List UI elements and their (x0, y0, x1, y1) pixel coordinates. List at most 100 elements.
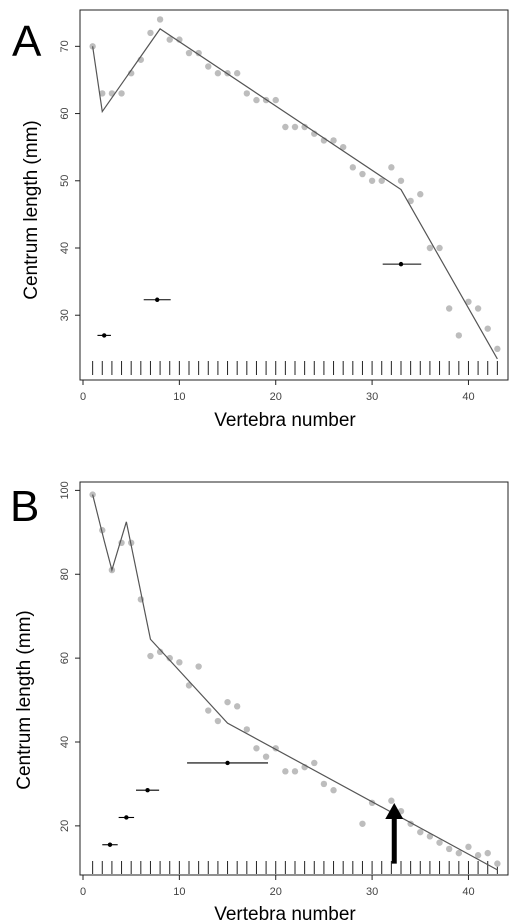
data-point (108, 90, 116, 97)
data-point (147, 652, 154, 660)
data-point (311, 759, 318, 767)
data-point (214, 70, 222, 77)
panel-label: A (12, 17, 42, 66)
data-point (320, 780, 328, 788)
data-point (494, 860, 501, 867)
data-point (233, 70, 241, 77)
x-tick-label: 40 (462, 391, 474, 403)
data-point (253, 96, 260, 104)
x-axis-title: Vertebra number (214, 904, 356, 924)
data-point (205, 63, 212, 70)
data-point (253, 745, 260, 752)
breakpoint-estimate (124, 815, 129, 820)
x-tick-label: 20 (270, 886, 282, 898)
data-point (388, 164, 395, 171)
y-tick-label: 50 (59, 175, 71, 187)
breakpoint-estimate (398, 261, 404, 267)
data-point (465, 298, 472, 305)
x-tick-label: 10 (173, 886, 185, 898)
data-point (484, 849, 491, 857)
data-point (426, 244, 434, 252)
data-point (368, 177, 376, 184)
panel-b: B Centrum length (mm) Vertebra number 20… (10, 481, 509, 924)
data-point (494, 345, 501, 353)
data-point (214, 717, 222, 725)
data-point (118, 90, 125, 97)
data-point (243, 90, 251, 97)
fitted-line (92, 28, 498, 360)
x-tick-label: 0 (80, 886, 86, 898)
data-point (445, 845, 453, 853)
data-point (349, 164, 357, 171)
data-point (291, 123, 299, 131)
data-point (445, 305, 453, 312)
data-point (185, 49, 193, 57)
y-tick-label: 70 (59, 40, 71, 52)
data-point (378, 177, 385, 184)
data-point (272, 96, 279, 104)
x-tick-label: 40 (462, 886, 474, 898)
data-point (156, 648, 164, 656)
data-point (233, 703, 241, 710)
data-point (359, 170, 366, 178)
data-point (330, 787, 337, 794)
data-point (156, 16, 164, 23)
panel-label: B (10, 482, 39, 531)
y-tick-label: 40 (59, 736, 71, 748)
y-tick-label: 80 (59, 568, 71, 580)
x-tick-label: 10 (173, 391, 185, 403)
y-axis-title: Centrum length (mm) (14, 610, 35, 790)
data-point (224, 698, 231, 706)
breakpoint-estimate (155, 297, 160, 302)
data-point (388, 797, 395, 804)
plot-frame (79, 9, 509, 381)
data-point (195, 663, 202, 670)
data-point (455, 849, 463, 857)
breakpoint-estimate (225, 760, 230, 766)
data-point (397, 177, 405, 184)
data-point (195, 49, 202, 57)
data-point (436, 839, 443, 846)
plot-frame (79, 481, 509, 876)
x-tick-label: 0 (80, 391, 86, 403)
y-tick-label: 60 (59, 107, 71, 119)
arrow-head (385, 803, 404, 819)
data-point (339, 143, 347, 151)
breakpoint-estimate (145, 788, 150, 793)
data-point (166, 36, 173, 43)
data-point (243, 726, 251, 733)
fitted-line (92, 494, 498, 871)
data-point (291, 768, 299, 775)
data-point (359, 820, 366, 827)
data-point (205, 707, 212, 714)
breakpoint-estimate (107, 842, 113, 847)
data-point (282, 123, 289, 131)
data-point (484, 325, 491, 332)
x-tick-label: 30 (366, 886, 378, 898)
y-tick-label: 20 (59, 820, 71, 832)
x-tick-label: 20 (270, 391, 282, 403)
y-tick-label: 30 (59, 309, 71, 321)
data-point (330, 137, 337, 144)
y-tick-label: 100 (59, 481, 71, 499)
data-point (147, 29, 154, 37)
data-point (89, 491, 96, 498)
data-point (417, 828, 424, 836)
data-point (465, 843, 472, 851)
data-point (474, 305, 482, 312)
data-point (436, 244, 443, 252)
data-point (262, 753, 270, 760)
panel-a: A Centrum length (mm) Vertebra number 30… (12, 9, 509, 431)
x-tick-label: 30 (366, 391, 378, 403)
data-point (176, 659, 183, 666)
data-point (166, 654, 173, 662)
breakpoint-estimate (102, 333, 107, 338)
data-point (455, 332, 463, 339)
data-point (282, 768, 289, 775)
data-point (301, 123, 308, 131)
data-point (474, 852, 482, 859)
x-axis-title: Vertebra number (214, 410, 356, 431)
data-point (417, 191, 424, 198)
data-point (99, 90, 106, 97)
